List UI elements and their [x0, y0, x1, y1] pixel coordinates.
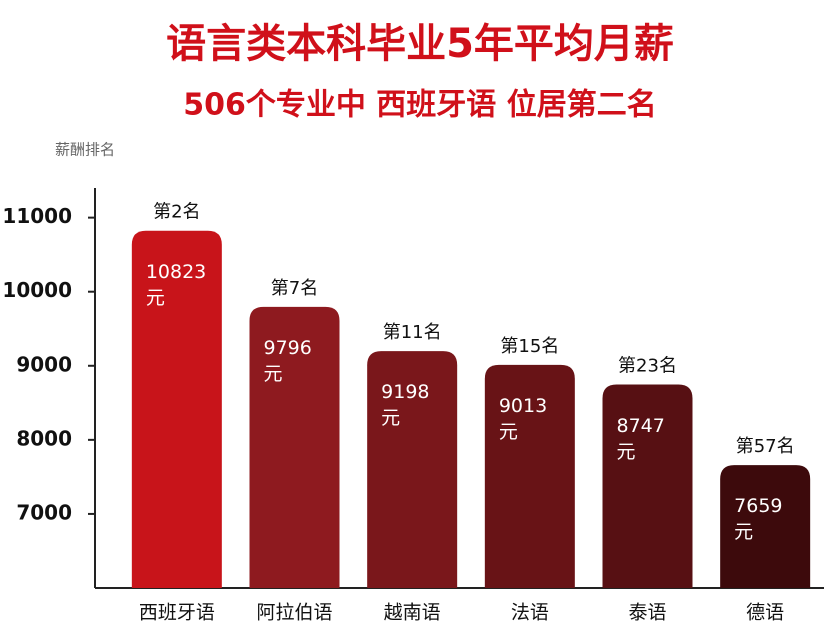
x-tick-label: 德语: [746, 602, 784, 624]
bar: [367, 351, 458, 588]
value-label: 9198元: [381, 381, 430, 430]
x-tick-label: 越南语: [384, 602, 441, 624]
bar: [484, 364, 575, 588]
x-tick-label: 泰语: [628, 602, 666, 624]
value-label: 9013元: [498, 394, 548, 443]
bar: [720, 465, 811, 588]
bar: [131, 230, 222, 589]
y-tick-label: 7000: [16, 500, 72, 524]
value-label: 8747元: [616, 414, 665, 463]
rank-label: 第11名: [383, 322, 442, 343]
rank-label: 第7名: [271, 278, 318, 299]
chart-subtitle: 506个专业中 西班牙语 位居第二名: [183, 88, 657, 123]
value-label: 7659元: [734, 495, 783, 544]
chart-title: 语言类本科毕业5年平均月薪: [166, 21, 674, 67]
value-label: 10823元: [145, 260, 207, 309]
y-tick-label: 11000: [2, 204, 72, 228]
bar: [249, 306, 340, 588]
x-tick-label: 阿拉伯语: [256, 602, 332, 624]
rank-label: 第2名: [153, 202, 200, 223]
y-tick-label: 9000: [16, 352, 72, 376]
y-tick-label: 10000: [2, 278, 72, 302]
y-axis-label: 薪酬排名: [55, 141, 115, 159]
x-tick-label: 法语: [511, 602, 549, 624]
value-label: 9796元: [263, 336, 312, 385]
rank-label: 第57名: [736, 436, 795, 457]
rank-label: 第23名: [618, 356, 677, 377]
y-tick-label: 8000: [16, 426, 72, 450]
x-tick-label: 西班牙语: [139, 602, 215, 624]
rank-label: 第15名: [500, 336, 559, 357]
bar: [602, 384, 693, 588]
